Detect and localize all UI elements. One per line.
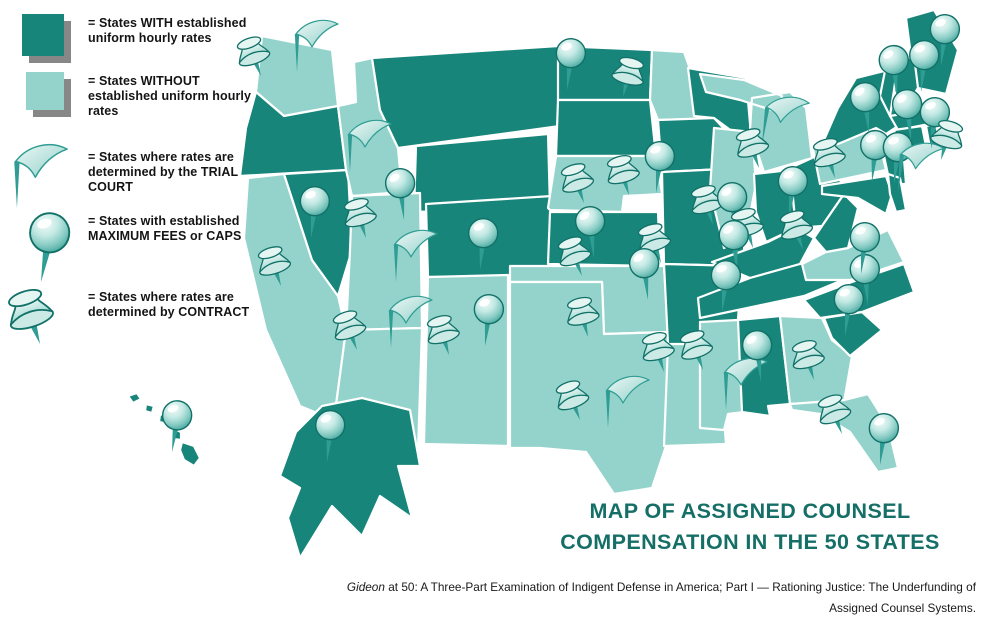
legend-label-without: = States WITHOUT established uniform hou…: [88, 74, 252, 118]
legend-label-trial-court: = States where rates are determined by t…: [88, 150, 239, 194]
footer-citation-italic: Gideon: [346, 580, 385, 594]
state-WV: [812, 192, 860, 254]
legend-label-max-fees: = States with established MAXIMUM FEES o…: [88, 214, 242, 243]
footer: Gideon at 50: A Three-Part Examination o…: [296, 577, 976, 622]
legend-item-without: [26, 72, 64, 110]
legend-item-with: [22, 14, 64, 56]
dark-swatch-icon: [22, 14, 64, 56]
state-HI: [126, 391, 202, 468]
light-swatch-icon: [26, 72, 64, 110]
state-DE: [886, 172, 908, 214]
legend-item-max-fees: [14, 208, 74, 291]
legend-item-contract: [1, 284, 70, 355]
state-FL: [788, 392, 900, 474]
footer-citation-line: Gideon at 50: A Three-Part Examination o…: [296, 577, 976, 619]
state-MD: [820, 174, 894, 216]
legend-item-trial-court: [6, 137, 76, 216]
tack-pin-icon: [1, 284, 62, 352]
legend-label-with: = States WITH established uniform hourly…: [88, 16, 247, 45]
state-AK: [278, 396, 422, 560]
footer-citation-rest: at 50: A Three-Part Examination of Indig…: [384, 580, 976, 616]
legend-label-contract: = States where rates are determined by C…: [88, 290, 250, 319]
state-SD: [554, 98, 658, 158]
state-MT: [370, 44, 562, 150]
page-title: MAP OF ASSIGNED COUNSEL COMPENSATION IN …: [560, 499, 940, 555]
flag-pin-icon: [13, 143, 68, 209]
ball-pin-icon: [20, 209, 74, 287]
